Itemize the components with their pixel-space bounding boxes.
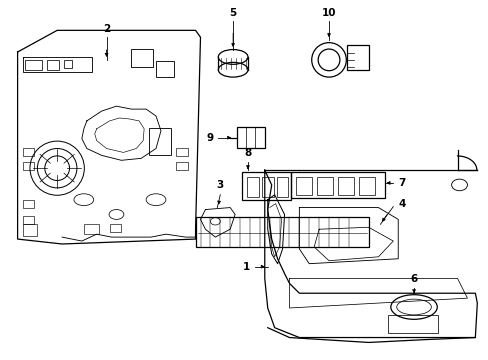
- Text: 5: 5: [229, 8, 236, 18]
- Bar: [22, 162, 34, 170]
- Bar: [246, 177, 258, 197]
- Text: 4: 4: [397, 199, 405, 209]
- Bar: [22, 216, 34, 224]
- Bar: [337, 177, 353, 195]
- Bar: [276, 177, 288, 197]
- Bar: [24, 60, 42, 70]
- Bar: [387, 315, 437, 333]
- Bar: [175, 162, 187, 170]
- Bar: [22, 224, 37, 236]
- Text: 3: 3: [216, 180, 224, 190]
- Bar: [317, 177, 332, 195]
- Text: 7: 7: [397, 178, 405, 188]
- Bar: [261, 177, 273, 197]
- Bar: [358, 177, 374, 195]
- Bar: [296, 177, 311, 195]
- Bar: [237, 127, 264, 148]
- Bar: [291, 172, 385, 198]
- Bar: [156, 61, 173, 77]
- Bar: [175, 148, 187, 156]
- Bar: [195, 217, 368, 247]
- Bar: [346, 45, 368, 70]
- Text: 2: 2: [103, 24, 110, 34]
- Bar: [149, 128, 170, 156]
- Text: 9: 9: [206, 133, 213, 143]
- Text: 10: 10: [321, 8, 336, 18]
- Text: 1: 1: [242, 262, 249, 272]
- Text: 8: 8: [244, 148, 251, 158]
- Text: 6: 6: [409, 274, 417, 284]
- Bar: [242, 172, 291, 200]
- Bar: [83, 224, 99, 234]
- Bar: [22, 200, 34, 208]
- Bar: [64, 60, 72, 68]
- Bar: [109, 224, 121, 232]
- Bar: [47, 60, 59, 70]
- Bar: [131, 49, 153, 67]
- Bar: [22, 148, 34, 156]
